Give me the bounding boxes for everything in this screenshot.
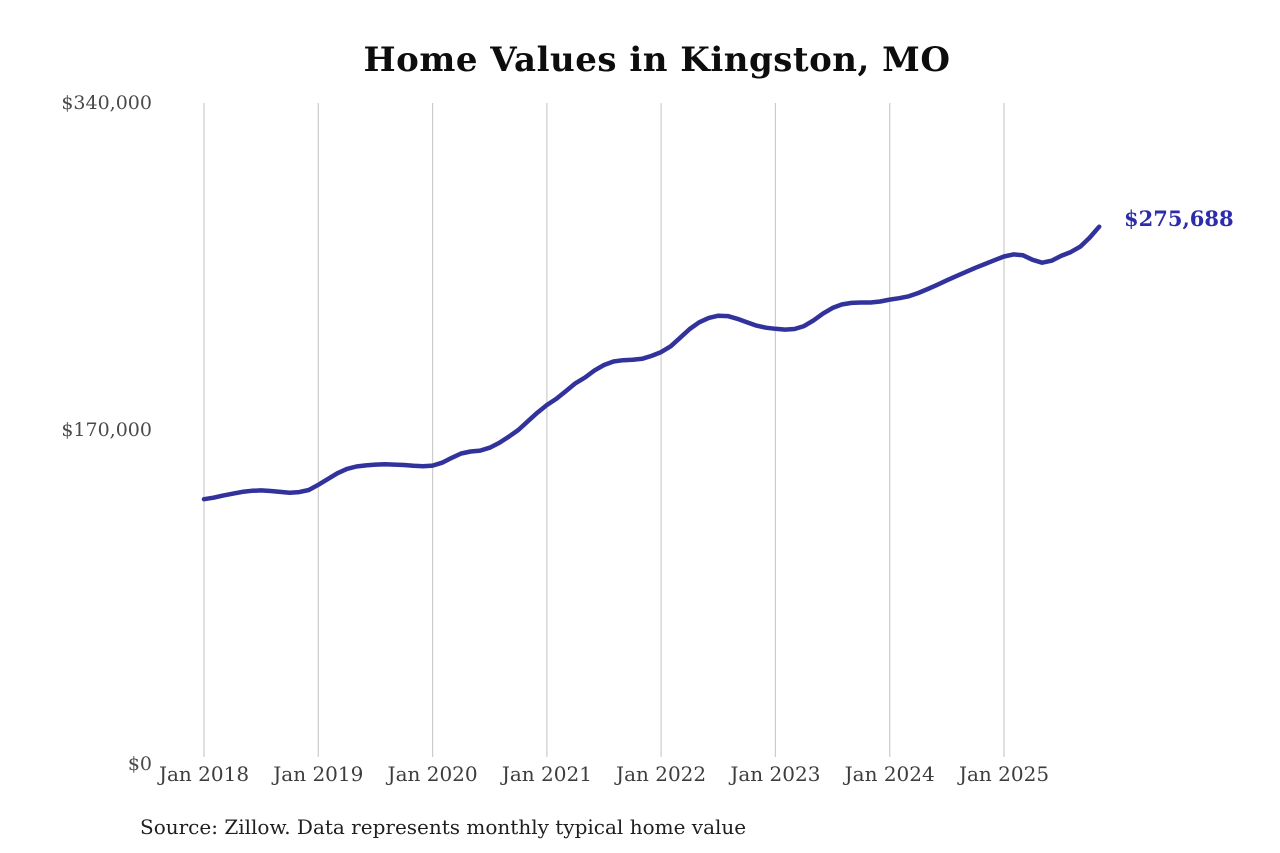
x-axis-tick-jan-2024: Jan 2024 [844, 762, 935, 786]
home-value-line-series [201, 224, 1102, 502]
latest-value-label: $275,688 [1124, 206, 1234, 231]
y-axis-tick-170000: $170,000 [61, 419, 152, 441]
x-axis-tick-jan-2022: Jan 2022 [616, 762, 707, 786]
x-axis-tick-jan-2018: Jan 2018 [158, 762, 250, 786]
x-axis-tick-jan-2020: Jan 2020 [387, 762, 478, 786]
x-axis-tick-jan-2025: Jan 2025 [958, 762, 1050, 786]
x-axis-tick-jan-2021: Jan 2021 [501, 762, 592, 786]
x-axis-tick-jan-2023: Jan 2023 [730, 762, 821, 786]
y-axis-tick-340000: $340,000 [61, 92, 152, 114]
x-axis-tick-jan-2019: Jan 2019 [273, 762, 364, 786]
source-note: Source: Zillow. Data represents monthly … [140, 815, 747, 839]
chart-title: Home Values in Kingston, MO [363, 40, 951, 80]
y-axis-tick-0: $0 [127, 753, 152, 775]
